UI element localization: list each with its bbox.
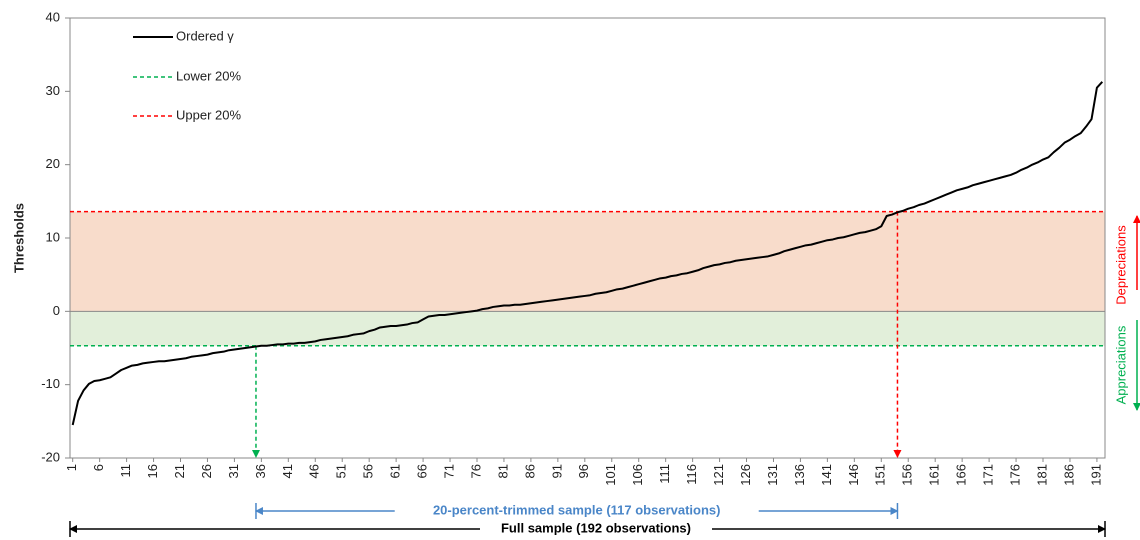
full-label: Full sample (192 observations) (501, 520, 691, 535)
x-tick-label: 136 (792, 464, 807, 486)
x-tick-label: 96 (576, 464, 591, 478)
x-tick-label: 36 (253, 464, 268, 478)
x-tick-label: 101 (603, 464, 618, 486)
appreciations-label: Appreciations (1113, 325, 1128, 404)
x-tick-label: 1 (64, 464, 79, 471)
y-tick-label: -10 (41, 376, 60, 391)
y-tick-label: 0 (53, 303, 60, 318)
x-tick-label: 186 (1061, 464, 1076, 486)
x-tick-label: 161 (927, 464, 942, 486)
x-tick-label: 71 (441, 464, 456, 478)
x-tick-label: 151 (873, 464, 888, 486)
depreciations-label: Depreciations (1113, 225, 1128, 305)
x-tick-label: 51 (334, 464, 349, 478)
label-bg (394, 502, 759, 520)
legend-label: Lower 20% (176, 68, 241, 83)
x-tick-label: 16 (145, 464, 160, 478)
x-tick-label: 121 (711, 464, 726, 486)
x-tick-label: 156 (900, 464, 915, 486)
x-tick-label: 91 (549, 464, 564, 478)
label-bg (480, 521, 712, 538)
series-line (71, 81, 1104, 426)
x-tick-label: 126 (738, 464, 753, 486)
x-tick-label: 166 (954, 464, 969, 486)
x-tick-label: 141 (819, 464, 834, 486)
x-tick-label: 181 (1034, 464, 1049, 486)
x-tick-label: 86 (522, 464, 537, 478)
x-tick-label: 21 (172, 464, 187, 478)
x-tick-label: 191 (1088, 464, 1103, 486)
legend-label: Upper 20% (176, 107, 241, 122)
x-tick-label: 131 (765, 464, 780, 486)
y-tick-label: 30 (46, 83, 60, 98)
x-tick-label: 106 (630, 464, 645, 486)
y-axis-title: Thresholds (11, 203, 26, 273)
x-tick-label: 81 (495, 464, 510, 478)
x-tick-label: 56 (361, 464, 376, 478)
threshold-zone (70, 311, 1105, 346)
y-tick-label: 20 (46, 156, 60, 171)
x-tick-label: 146 (846, 464, 861, 486)
x-tick-label: 26 (199, 464, 214, 478)
x-tick-label: 41 (280, 464, 295, 478)
x-tick-label: 116 (684, 464, 699, 485)
y-tick-label: 40 (46, 9, 60, 24)
x-tick-label: 171 (981, 464, 996, 486)
x-tick-label: 31 (226, 464, 241, 478)
y-tick-label: -20 (41, 449, 60, 464)
x-tick-label: 66 (415, 464, 430, 478)
y-tick-label: 10 (46, 229, 60, 244)
x-tick-label: 176 (1007, 464, 1022, 486)
x-tick-label: 111 (657, 464, 672, 484)
x-tick-label: 6 (91, 464, 106, 471)
trimmed-label: 20-percent-trimmed sample (117 observati… (433, 502, 721, 517)
legend-label: Ordered γ (176, 28, 234, 43)
x-tick-label: 76 (468, 464, 483, 478)
x-tick-label: 46 (307, 464, 322, 478)
x-tick-label: 11 (118, 464, 133, 478)
x-tick-label: 61 (388, 464, 403, 478)
